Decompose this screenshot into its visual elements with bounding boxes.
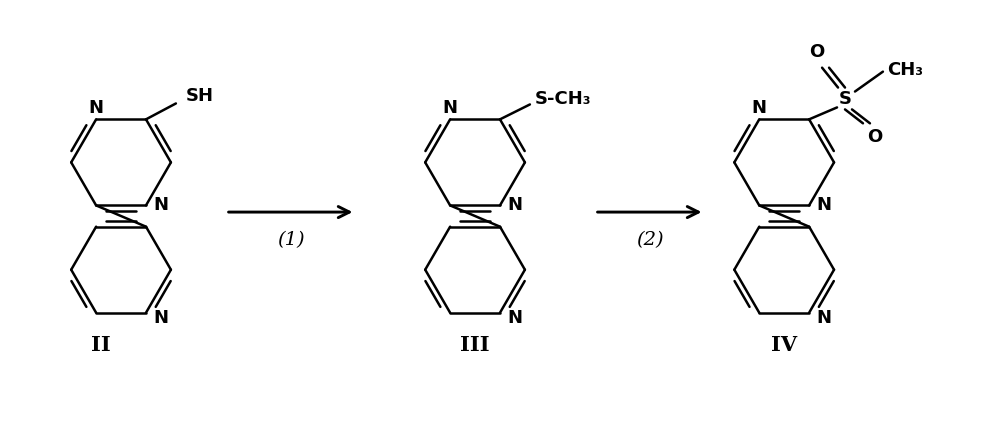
Text: N: N [153,196,168,215]
Text: S-CH₃: S-CH₃ [535,90,591,109]
Text: N: N [443,99,458,118]
Text: (2): (2) [636,231,664,249]
Text: N: N [752,99,766,118]
Text: N: N [507,309,522,327]
Text: IV: IV [771,335,797,354]
Text: O: O [867,128,882,146]
Text: N: N [153,309,168,327]
Text: S: S [839,90,852,109]
Text: SH: SH [186,88,214,105]
Text: CH₃: CH₃ [887,61,923,79]
Text: N: N [89,99,104,118]
Text: N: N [816,309,831,327]
Text: (1): (1) [277,231,305,249]
Text: N: N [816,196,831,215]
Text: III: III [460,335,490,354]
Text: O: O [809,43,825,61]
Text: II: II [91,335,111,354]
Text: N: N [507,196,522,215]
